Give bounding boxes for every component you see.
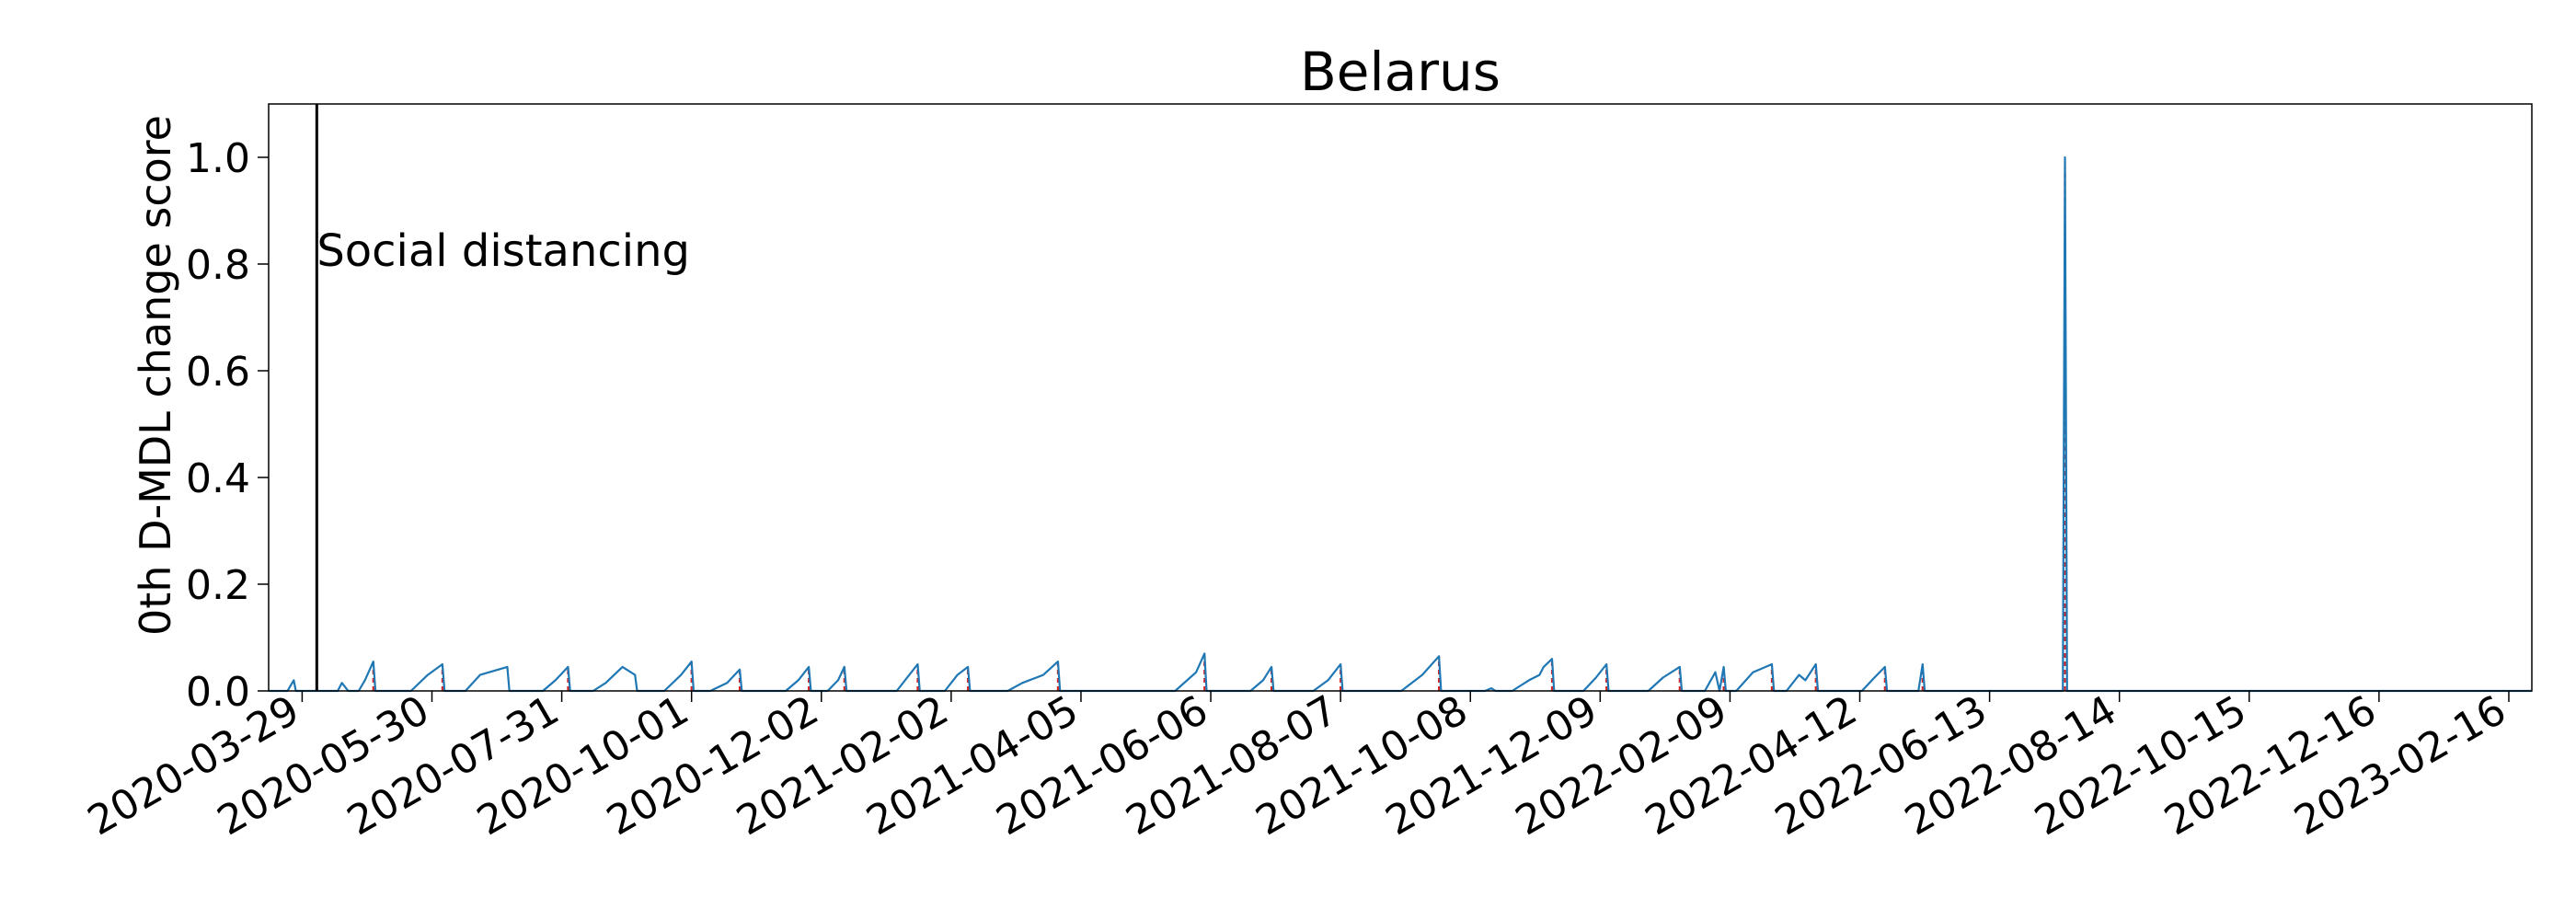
plot-frame	[268, 103, 2533, 692]
y-tick-label: 0.0	[186, 669, 250, 716]
y-tick-label: 1.0	[186, 135, 250, 182]
x-axis: 2020-03-292020-05-302020-07-312020-10-01…	[80, 686, 2514, 845]
y-tick-label: 0.8	[186, 242, 250, 289]
y-tick-label: 0.6	[186, 349, 250, 396]
social-distancing-label: Social distancing	[316, 225, 690, 277]
y-axis-label: 0th D-MDL change score	[131, 115, 180, 636]
y-tick-label: 0.2	[186, 562, 250, 609]
y-axis: 0.0 0.2 0.4 0.6 0.8 1.0	[186, 135, 269, 716]
annotation-layer: Social distancing	[315, 104, 690, 691]
y-tick-label: 0.4	[186, 455, 250, 502]
chart-title: Belarus	[1300, 40, 1501, 103]
